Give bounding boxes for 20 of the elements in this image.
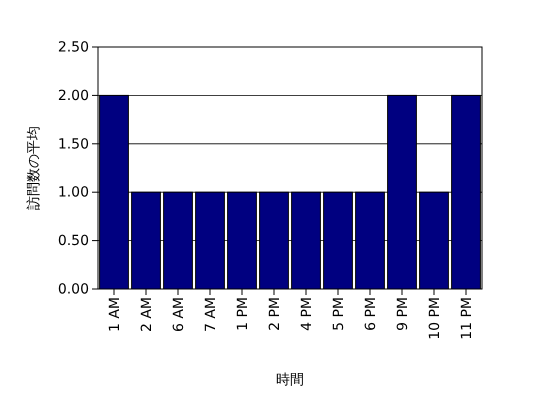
- y-tick-label: 0.50: [58, 233, 89, 250]
- x-tick-label: 1 AM: [106, 297, 123, 332]
- x-tick-label: 4 PM: [298, 297, 315, 331]
- x-tick-label: 11 PM: [458, 297, 475, 340]
- x-tick-label: 6 PM: [362, 297, 379, 331]
- x-tick-label: 2 AM: [138, 297, 155, 332]
- y-tick-label: 1.50: [58, 136, 89, 152]
- y-tick-label: 0.00: [58, 281, 89, 298]
- y-tick-label: 2.50: [58, 39, 89, 56]
- x-tick-label: 7 AM: [202, 297, 219, 332]
- x-tick-label: 9 PM: [394, 297, 411, 331]
- x-tick-label: 1 PM: [234, 297, 251, 331]
- y-axis-title: 訪問数の平均: [26, 126, 42, 210]
- x-tick-label: 6 AM: [170, 297, 187, 332]
- x-tick-label: 2 PM: [266, 297, 283, 331]
- x-tick-label: 5 PM: [330, 297, 347, 331]
- y-tick-label: 1.00: [58, 184, 89, 201]
- x-axis-title: 時間: [276, 372, 304, 388]
- x-tick-label: 10 PM: [426, 297, 443, 340]
- y-tick-label: 2.00: [58, 88, 89, 104]
